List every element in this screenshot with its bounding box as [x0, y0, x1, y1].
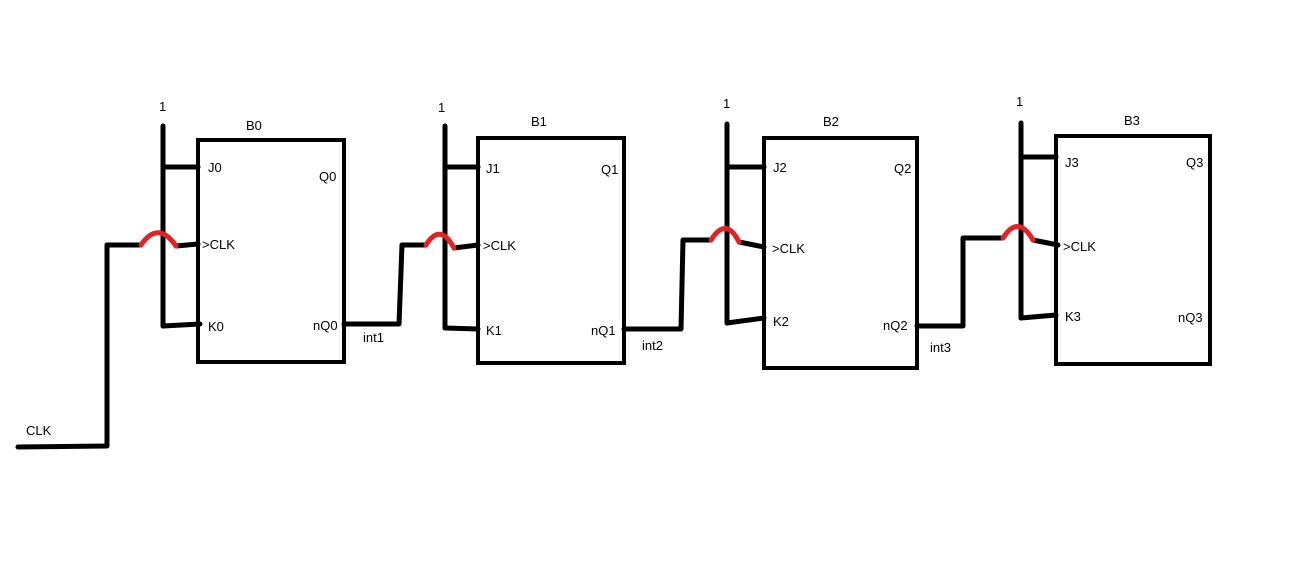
pin-j-label: J2: [773, 160, 787, 175]
pin-j-label: J3: [1065, 155, 1079, 170]
net-int3-wire: [914, 235, 1006, 329]
flipflop-name: B0: [246, 118, 262, 133]
pin-nq-label: nQ0: [313, 318, 338, 333]
k-tie-wire: [442, 325, 481, 332]
flipflop-b0: B0 1 J0 >CLK K0 Q0 nQ0: [138, 99, 346, 364]
pin-j-label: J0: [208, 160, 222, 175]
crossover-arc: [138, 230, 179, 249]
net-int2-wire: [621, 237, 714, 332]
k-tie-wire: [1018, 312, 1059, 321]
clk-input-wire: [15, 242, 144, 450]
flipflop-name: B3: [1124, 113, 1140, 128]
pin-clk-label: >CLK: [483, 238, 516, 253]
crossover-arc: [423, 231, 457, 251]
flipflop-body: [196, 138, 346, 364]
pin-q-label: Q2: [894, 161, 911, 176]
crossover-arc: [1000, 224, 1036, 243]
pin-clk-label: >CLK: [772, 241, 805, 256]
k-tie-wire: [724, 315, 767, 326]
net-label: int3: [930, 340, 951, 355]
clk-stub-wire: [173, 241, 201, 249]
flipflop-name: B2: [823, 114, 839, 129]
net-label: int1: [363, 330, 384, 345]
net-label: int2: [642, 338, 663, 353]
const-high-label: 1: [723, 96, 730, 111]
pin-clk-label: >CLK: [202, 237, 235, 252]
const-high-label: 1: [438, 100, 445, 115]
clk-input-label: CLK: [26, 423, 52, 438]
pin-nq-label: nQ1: [591, 323, 616, 338]
pin-k-label: K3: [1065, 309, 1081, 324]
clk-stub-wire: [1030, 237, 1061, 248]
flipflop-body: [1054, 134, 1212, 366]
pin-clk-label: >CLK: [1063, 239, 1096, 254]
k-tie-wire: [160, 321, 203, 329]
flipflop-b2: B2 1 J2 >CLK K2 Q2 nQ2: [708, 96, 919, 370]
pin-q-label: Q0: [319, 169, 336, 184]
pin-q-label: Q3: [1186, 155, 1203, 170]
clk-stub-wire: [736, 239, 767, 250]
pin-k-label: K1: [486, 323, 502, 338]
pin-k-label: K0: [208, 319, 224, 334]
clk-stub-wire: [451, 242, 481, 251]
net-int1-wire: [341, 242, 429, 327]
flipflop-body: [476, 136, 626, 365]
pin-nq-label: nQ3: [1178, 310, 1203, 325]
crossover-arc: [708, 226, 742, 245]
pin-j-label: J1: [486, 161, 500, 176]
flipflop-b3: B3 1 J3 >CLK K3 Q3 nQ3: [1000, 94, 1212, 366]
flipflop-body: [762, 136, 919, 370]
pin-q-label: Q1: [601, 162, 618, 177]
flipflop-b1: B1 1 J1 >CLK K1 Q1 nQ1: [423, 100, 626, 365]
const-high-label: 1: [159, 99, 166, 114]
flipflop-name: B1: [531, 114, 547, 129]
pin-nq-label: nQ2: [883, 318, 908, 333]
const-high-label: 1: [1016, 94, 1023, 109]
pin-k-label: K2: [773, 314, 789, 329]
